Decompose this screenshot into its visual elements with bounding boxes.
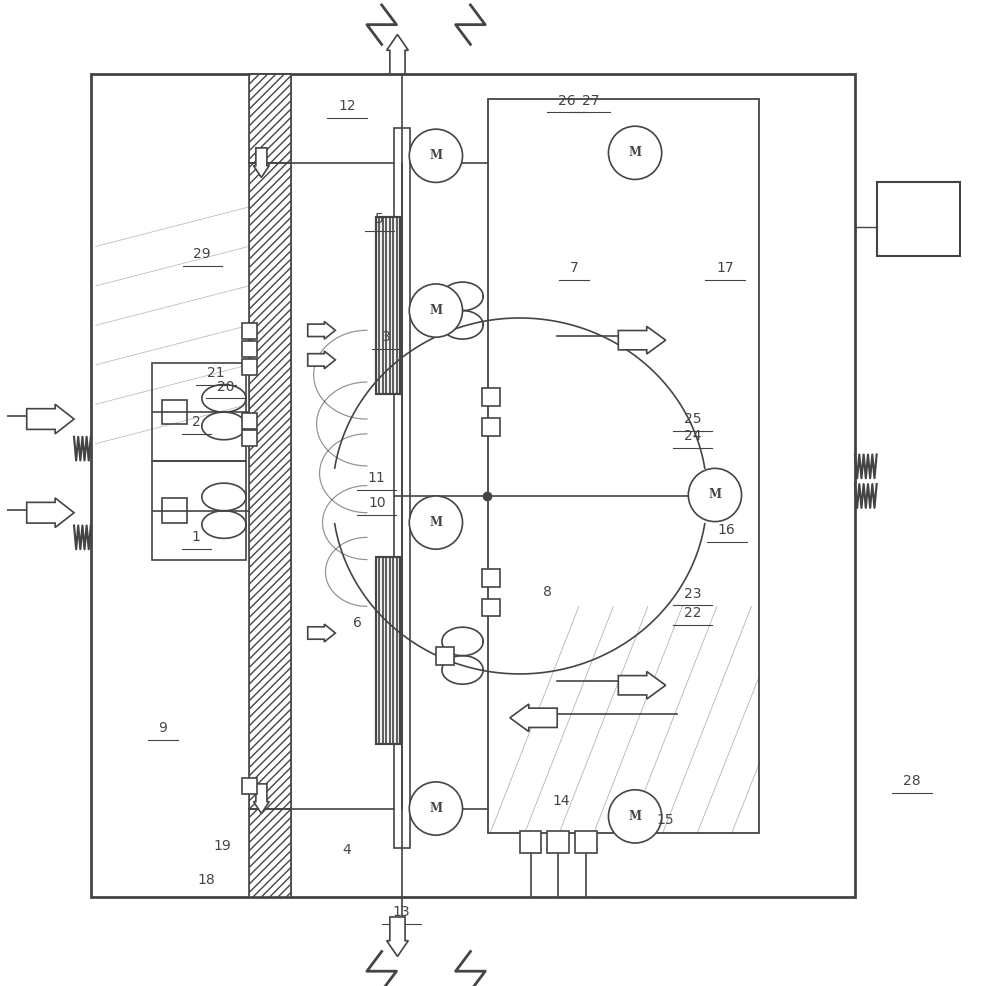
Bar bbox=[376, 557, 400, 744]
Text: 13: 13 bbox=[393, 905, 410, 919]
Polygon shape bbox=[254, 784, 269, 813]
Text: 17: 17 bbox=[716, 261, 734, 275]
Bar bbox=[249, 74, 291, 897]
Text: 25: 25 bbox=[684, 412, 701, 426]
Text: 29: 29 bbox=[193, 247, 211, 261]
Bar bbox=[242, 430, 257, 446]
Polygon shape bbox=[308, 624, 335, 642]
Text: 5: 5 bbox=[375, 212, 384, 226]
Bar bbox=[242, 778, 257, 794]
Circle shape bbox=[688, 468, 742, 522]
Polygon shape bbox=[308, 321, 335, 339]
Text: 12: 12 bbox=[338, 100, 356, 113]
Text: 10: 10 bbox=[368, 496, 386, 510]
Bar bbox=[436, 302, 454, 319]
Bar bbox=[394, 128, 410, 848]
Bar bbox=[242, 359, 257, 375]
Bar bbox=[242, 323, 257, 339]
Text: 11: 11 bbox=[368, 471, 386, 485]
Bar bbox=[488, 99, 759, 833]
Polygon shape bbox=[618, 326, 666, 354]
Bar bbox=[436, 647, 454, 665]
Text: 22: 22 bbox=[684, 606, 701, 620]
Polygon shape bbox=[618, 671, 666, 699]
Text: 19: 19 bbox=[213, 839, 231, 853]
Text: M: M bbox=[429, 304, 442, 317]
Text: M: M bbox=[429, 149, 442, 163]
Text: 23: 23 bbox=[684, 587, 701, 600]
Text: 15: 15 bbox=[657, 813, 674, 827]
Bar bbox=[162, 499, 187, 523]
Text: 21: 21 bbox=[207, 366, 225, 380]
Bar bbox=[162, 400, 187, 424]
Bar bbox=[242, 341, 257, 357]
Bar bbox=[376, 217, 400, 394]
Circle shape bbox=[608, 790, 662, 843]
Polygon shape bbox=[27, 404, 74, 434]
Text: 14: 14 bbox=[552, 794, 570, 808]
Text: 28: 28 bbox=[903, 774, 921, 788]
Circle shape bbox=[409, 129, 463, 182]
Polygon shape bbox=[27, 498, 74, 528]
Text: 16: 16 bbox=[718, 524, 736, 537]
Text: 1: 1 bbox=[192, 530, 201, 544]
Text: 3: 3 bbox=[382, 330, 391, 344]
Text: M: M bbox=[629, 810, 642, 823]
Text: M: M bbox=[429, 516, 442, 529]
Text: 24: 24 bbox=[684, 429, 701, 443]
Bar bbox=[249, 74, 291, 897]
Text: M: M bbox=[629, 146, 642, 160]
Text: 18: 18 bbox=[197, 873, 215, 886]
Text: M: M bbox=[708, 488, 721, 502]
Text: 26: 26 bbox=[558, 94, 576, 107]
Polygon shape bbox=[510, 704, 557, 732]
Polygon shape bbox=[387, 917, 408, 956]
Text: M: M bbox=[429, 802, 442, 815]
Text: 2: 2 bbox=[192, 415, 201, 429]
Circle shape bbox=[608, 126, 662, 179]
Bar bbox=[482, 388, 500, 406]
Bar bbox=[242, 413, 257, 429]
Text: 6: 6 bbox=[353, 616, 361, 630]
Bar bbox=[376, 557, 400, 744]
Text: 4: 4 bbox=[343, 843, 352, 857]
Circle shape bbox=[409, 782, 463, 835]
Text: 7: 7 bbox=[570, 261, 578, 275]
Text: 9: 9 bbox=[158, 721, 167, 735]
Bar bbox=[520, 831, 541, 853]
Bar bbox=[877, 182, 960, 256]
Circle shape bbox=[409, 284, 463, 337]
Circle shape bbox=[409, 496, 463, 549]
Bar bbox=[91, 74, 855, 897]
Polygon shape bbox=[387, 35, 408, 74]
Bar bbox=[152, 363, 246, 461]
Bar bbox=[376, 217, 400, 394]
Bar bbox=[482, 599, 500, 616]
Polygon shape bbox=[308, 351, 335, 369]
Text: 20: 20 bbox=[217, 380, 235, 393]
Polygon shape bbox=[254, 148, 269, 177]
Text: 27: 27 bbox=[582, 94, 599, 107]
Bar bbox=[482, 569, 500, 587]
Bar bbox=[482, 418, 500, 436]
Bar bbox=[547, 831, 569, 853]
Bar bbox=[575, 831, 597, 853]
Bar bbox=[152, 461, 246, 560]
Text: 8: 8 bbox=[543, 585, 552, 599]
